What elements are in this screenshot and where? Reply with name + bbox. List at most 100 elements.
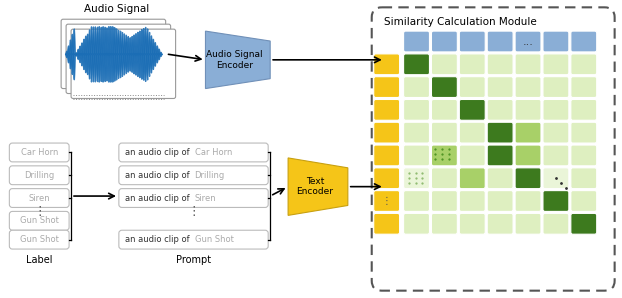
FancyBboxPatch shape bbox=[571, 168, 596, 189]
FancyBboxPatch shape bbox=[374, 122, 399, 143]
FancyBboxPatch shape bbox=[571, 100, 596, 120]
Text: an audio clip of: an audio clip of bbox=[125, 193, 192, 203]
FancyBboxPatch shape bbox=[515, 31, 541, 52]
FancyBboxPatch shape bbox=[374, 54, 399, 75]
Polygon shape bbox=[205, 31, 270, 89]
Text: Drilling: Drilling bbox=[195, 171, 225, 180]
FancyBboxPatch shape bbox=[515, 122, 541, 143]
FancyBboxPatch shape bbox=[459, 191, 485, 211]
FancyBboxPatch shape bbox=[515, 168, 541, 189]
FancyBboxPatch shape bbox=[404, 168, 429, 189]
Text: Car Horn: Car Horn bbox=[21, 148, 58, 157]
FancyBboxPatch shape bbox=[9, 166, 69, 185]
Text: ...: ... bbox=[522, 37, 534, 46]
FancyBboxPatch shape bbox=[515, 213, 541, 234]
Text: Car Horn: Car Horn bbox=[195, 148, 232, 157]
Text: Text
Encoder: Text Encoder bbox=[297, 177, 333, 196]
FancyBboxPatch shape bbox=[404, 54, 429, 75]
FancyBboxPatch shape bbox=[459, 168, 485, 189]
FancyBboxPatch shape bbox=[459, 54, 485, 75]
FancyBboxPatch shape bbox=[459, 100, 485, 120]
FancyBboxPatch shape bbox=[487, 122, 513, 143]
FancyBboxPatch shape bbox=[571, 213, 596, 234]
FancyBboxPatch shape bbox=[404, 191, 429, 211]
FancyBboxPatch shape bbox=[432, 31, 457, 52]
FancyBboxPatch shape bbox=[432, 145, 457, 166]
FancyBboxPatch shape bbox=[374, 77, 399, 97]
Text: Siren: Siren bbox=[195, 193, 216, 203]
FancyBboxPatch shape bbox=[432, 100, 457, 120]
FancyBboxPatch shape bbox=[487, 191, 513, 211]
Text: Gun Shot: Gun Shot bbox=[20, 235, 58, 244]
FancyBboxPatch shape bbox=[374, 168, 399, 189]
FancyBboxPatch shape bbox=[543, 77, 569, 97]
Text: ⋮: ⋮ bbox=[33, 205, 45, 218]
Text: ⋮: ⋮ bbox=[187, 205, 200, 218]
Text: Similarity Calculation Module: Similarity Calculation Module bbox=[384, 17, 536, 27]
FancyBboxPatch shape bbox=[487, 54, 513, 75]
FancyBboxPatch shape bbox=[487, 31, 513, 52]
FancyBboxPatch shape bbox=[432, 191, 457, 211]
FancyBboxPatch shape bbox=[459, 77, 485, 97]
FancyBboxPatch shape bbox=[543, 122, 569, 143]
FancyBboxPatch shape bbox=[404, 100, 429, 120]
FancyBboxPatch shape bbox=[432, 54, 457, 75]
FancyBboxPatch shape bbox=[66, 24, 170, 94]
FancyBboxPatch shape bbox=[61, 19, 165, 89]
FancyBboxPatch shape bbox=[515, 77, 541, 97]
Text: Audio Signal: Audio Signal bbox=[84, 4, 149, 14]
FancyBboxPatch shape bbox=[515, 54, 541, 75]
FancyBboxPatch shape bbox=[459, 31, 485, 52]
FancyBboxPatch shape bbox=[9, 143, 69, 162]
Text: Gun Shot: Gun Shot bbox=[195, 235, 233, 244]
FancyBboxPatch shape bbox=[432, 77, 457, 97]
FancyBboxPatch shape bbox=[374, 100, 399, 120]
FancyBboxPatch shape bbox=[515, 100, 541, 120]
Text: Prompt: Prompt bbox=[176, 255, 211, 265]
FancyBboxPatch shape bbox=[543, 145, 569, 166]
FancyBboxPatch shape bbox=[571, 77, 596, 97]
Text: an audio clip of: an audio clip of bbox=[125, 148, 192, 157]
FancyBboxPatch shape bbox=[404, 145, 429, 166]
FancyBboxPatch shape bbox=[543, 54, 569, 75]
FancyBboxPatch shape bbox=[571, 191, 596, 211]
FancyBboxPatch shape bbox=[119, 230, 268, 249]
FancyBboxPatch shape bbox=[404, 122, 429, 143]
FancyBboxPatch shape bbox=[432, 122, 457, 143]
Polygon shape bbox=[288, 158, 348, 215]
FancyBboxPatch shape bbox=[119, 166, 268, 185]
FancyBboxPatch shape bbox=[459, 145, 485, 166]
Text: Audio Signal
Encoder: Audio Signal Encoder bbox=[207, 50, 263, 69]
Text: Siren: Siren bbox=[29, 193, 50, 203]
FancyBboxPatch shape bbox=[119, 143, 268, 162]
FancyBboxPatch shape bbox=[487, 168, 513, 189]
Text: an audio clip of: an audio clip of bbox=[125, 235, 192, 244]
FancyBboxPatch shape bbox=[9, 211, 69, 230]
Text: Drilling: Drilling bbox=[24, 171, 54, 180]
FancyBboxPatch shape bbox=[487, 145, 513, 166]
FancyBboxPatch shape bbox=[543, 213, 569, 234]
FancyBboxPatch shape bbox=[487, 77, 513, 97]
FancyBboxPatch shape bbox=[543, 168, 569, 189]
FancyBboxPatch shape bbox=[374, 213, 399, 234]
FancyBboxPatch shape bbox=[9, 189, 69, 207]
FancyBboxPatch shape bbox=[543, 100, 569, 120]
FancyBboxPatch shape bbox=[571, 31, 596, 52]
FancyBboxPatch shape bbox=[404, 77, 429, 97]
FancyBboxPatch shape bbox=[487, 213, 513, 234]
FancyBboxPatch shape bbox=[459, 213, 485, 234]
Text: Label: Label bbox=[26, 255, 52, 265]
FancyBboxPatch shape bbox=[571, 122, 596, 143]
FancyBboxPatch shape bbox=[543, 191, 569, 211]
FancyBboxPatch shape bbox=[571, 54, 596, 75]
FancyBboxPatch shape bbox=[372, 7, 615, 291]
FancyBboxPatch shape bbox=[543, 31, 569, 52]
FancyBboxPatch shape bbox=[459, 122, 485, 143]
FancyBboxPatch shape bbox=[404, 213, 429, 234]
FancyBboxPatch shape bbox=[487, 100, 513, 120]
FancyBboxPatch shape bbox=[515, 145, 541, 166]
Text: an audio clip of: an audio clip of bbox=[125, 171, 192, 180]
FancyBboxPatch shape bbox=[432, 213, 457, 234]
FancyBboxPatch shape bbox=[571, 145, 596, 166]
FancyBboxPatch shape bbox=[404, 31, 429, 52]
